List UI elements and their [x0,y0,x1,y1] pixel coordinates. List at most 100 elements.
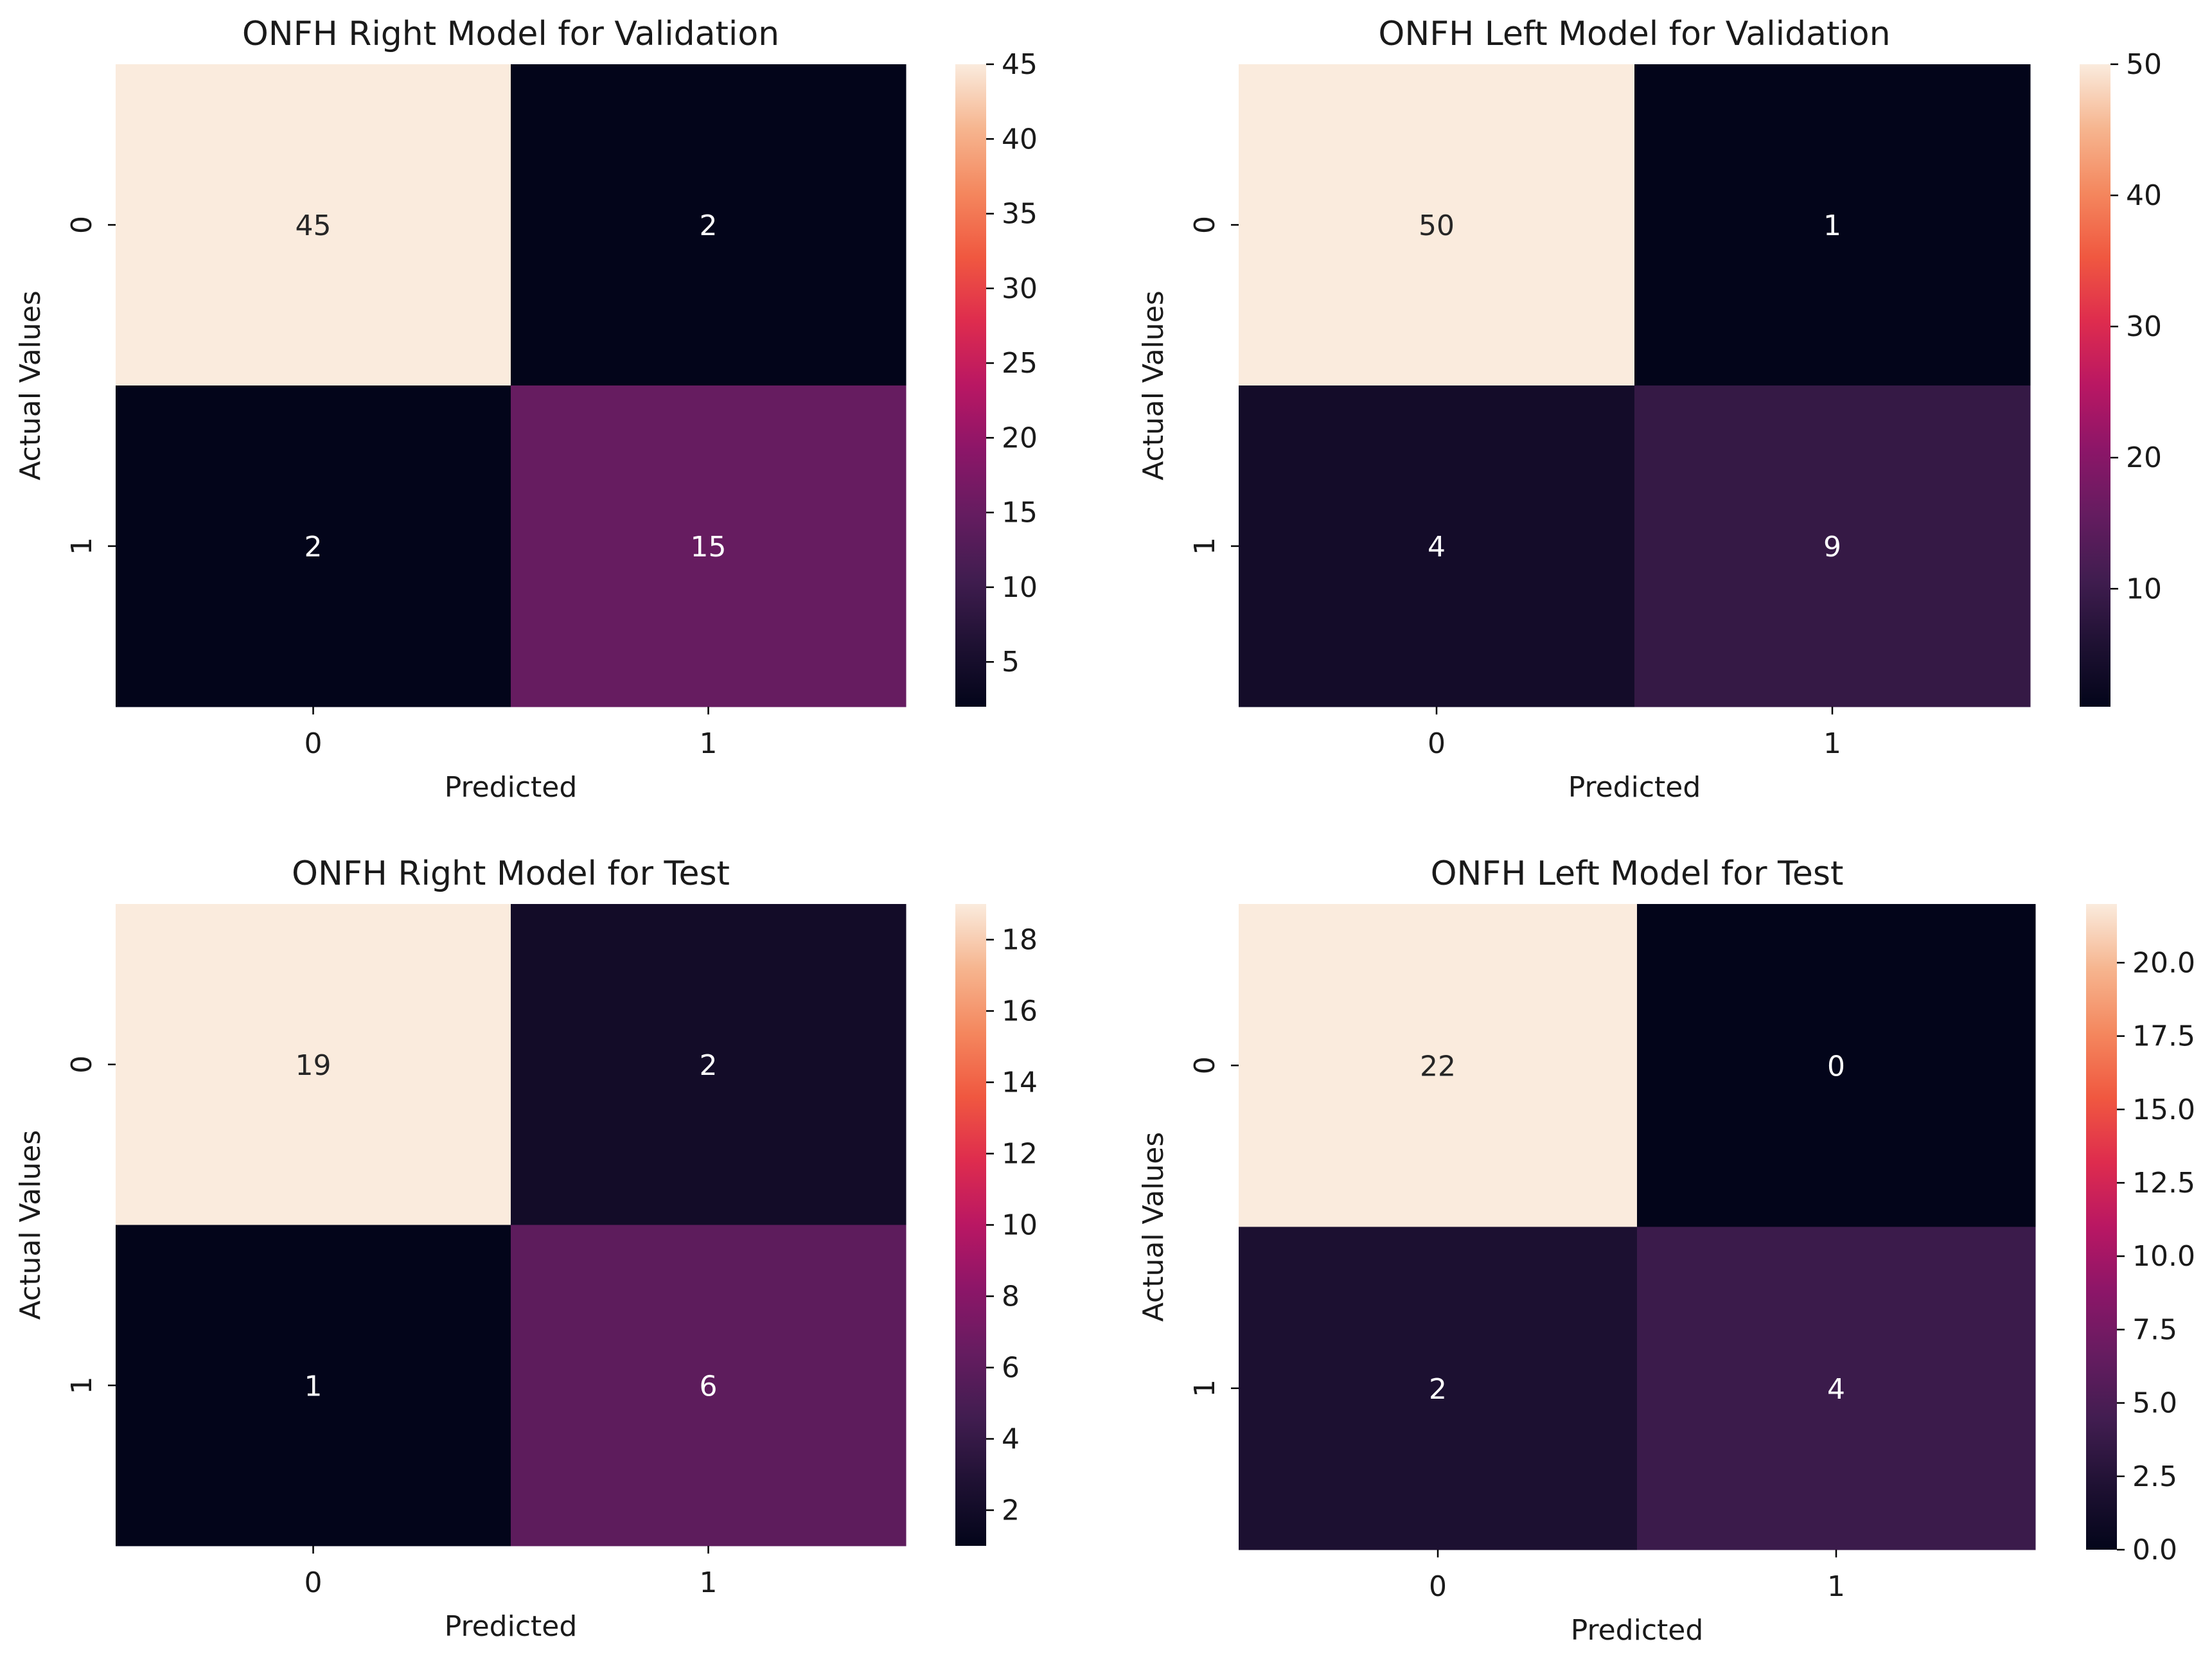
heatmap-cell-r1-c1 [511,385,907,707]
cell-value-r0-c0: 22 [1420,1050,1456,1083]
colorbar-tick-label: 30 [1002,272,1038,305]
colorbar-tick-label: 30 [2126,310,2162,343]
heatmap-cell-r0-c1 [1634,64,2031,386]
x-tick-label: 0 [1429,1570,1447,1603]
cell-value-r0-c1: 0 [1827,1050,1845,1083]
heatmap-cell-r1-c1 [511,1225,907,1546]
y-tick-label: 0 [66,1056,98,1074]
colorbar-tick-label: 5.0 [2132,1387,2177,1420]
chart-title: ONFH Right Model for Test [292,855,730,893]
heatmap-cell-r1-c1 [1637,1227,2036,1550]
x-tick-label: 0 [1428,727,1446,760]
cell-value-r0-c1: 1 [1823,209,1841,242]
heatmap-cell-r1-c1 [1634,385,2031,707]
colorbar-tick-label: 14 [1002,1067,1038,1099]
colorbar-tick-label: 12.5 [2132,1167,2195,1200]
heatmap-cell-r0-c1 [511,64,907,386]
heatmap-panel-2: ONFH Left Model for Validation 50 1 4 9 0 1 Pre… [1137,15,2162,804]
x-axis-label: Predicted [445,1610,578,1643]
colorbar-tick-label: 10 [2126,572,2162,605]
y-axis-label: Actual Values [14,290,47,481]
colorbar-tick-label: 8 [1002,1280,1020,1313]
cell-value-r0-c1: 2 [700,1049,718,1082]
colorbar-tick-label: 12 [1002,1138,1038,1171]
colorbar-tick-label: 10 [1002,1209,1038,1242]
cell-value-r1-c1: 9 [1823,531,1841,563]
y-axis-label: Actual Values [1137,290,1170,481]
y-tick-label: 1 [1189,537,1221,555]
colorbar-tick-label: 16 [1002,995,1038,1028]
heatmap-cell-r0-c1 [511,904,907,1225]
heatmap-cell-r1-c0 [116,1225,511,1546]
heatmap-cell-r1-c0 [1239,1227,1638,1550]
colorbar-tick-label: 2 [1002,1494,1020,1527]
heatmap-cell-r1-c0 [116,385,511,707]
heatmap-cell-r0-c0 [116,64,511,386]
x-tick-label: 0 [305,1566,323,1599]
chart-title: ONFH Left Model for Test [1431,855,1844,893]
colorbar-tick-label: 4 [1002,1423,1020,1456]
colorbar-tick-label: 45 [1002,48,1038,81]
cell-value-r1-c1: 15 [691,531,727,563]
cell-value-r1-c1: 4 [1827,1373,1845,1406]
chart-title: ONFH Right Model for Validation [242,15,779,53]
cell-value-r0-c0: 19 [296,1049,332,1082]
colorbar-tick-label: 20.0 [2132,946,2195,979]
heatmap-cell-r0-c1 [1637,904,2036,1227]
colorbar-tick-label: 25 [1002,347,1038,380]
y-axis-label: Actual Values [14,1130,47,1320]
colorbar-tick-label: 17.5 [2132,1020,2195,1053]
colorbar-tick-label: 40 [2126,179,2162,212]
colorbar-tick-label: 15.0 [2132,1094,2195,1126]
heatmap-cell-r1-c0 [1239,385,1635,707]
heatmap-cell-r0-c0 [1239,64,1635,386]
y-tick-label: 0 [1189,1056,1221,1074]
x-tick-label: 1 [700,727,718,760]
colorbar-tick-label: 6 [1002,1352,1020,1385]
cell-value-r1-c0: 1 [305,1370,323,1403]
colorbar [955,904,986,1546]
colorbar [955,64,986,707]
x-tick-label: 1 [700,1566,718,1599]
heatmap-cell-r0-c0 [116,904,511,1225]
y-tick-label: 0 [1189,216,1221,234]
colorbar-tick-label: 0.0 [2132,1534,2177,1566]
y-tick-label: 1 [66,1376,98,1394]
cell-value-r1-c0: 2 [305,531,323,563]
cell-value-r1-c0: 2 [1429,1373,1447,1406]
x-tick-label: 1 [1823,727,1841,760]
x-axis-label: Predicted [445,771,578,804]
heatmap-cell-r0-c0 [1239,904,1638,1227]
x-axis-label: Predicted [1571,1614,1704,1647]
cell-value-r0-c0: 45 [296,209,332,242]
colorbar [2080,64,2110,707]
colorbar-tick-label: 5 [1002,646,1020,678]
x-axis-label: Predicted [1568,771,1701,804]
y-axis-label: Actual Values [1137,1132,1170,1322]
cell-value-r0-c0: 50 [1419,209,1455,242]
colorbar-tick-label: 10 [1002,571,1038,604]
cell-value-r0-c1: 2 [700,209,718,242]
cell-value-r1-c0: 4 [1428,531,1446,563]
y-tick-label: 1 [1189,1379,1221,1397]
y-tick-label: 0 [66,216,98,234]
y-tick-label: 1 [66,537,98,555]
colorbar-tick-label: 40 [1002,123,1038,155]
x-tick-label: 1 [1827,1570,1845,1603]
x-tick-label: 0 [305,727,323,760]
colorbar-tick-label: 18 [1002,924,1038,957]
colorbar-tick-label: 35 [1002,198,1038,231]
colorbar-tick-label: 20 [2126,441,2162,474]
chart-title: ONFH Left Model for Validation [1378,15,1890,53]
colorbar-tick-label: 20 [1002,421,1038,454]
colorbar-tick-label: 7.5 [2132,1313,2177,1346]
colorbar [2086,904,2117,1550]
cell-value-r1-c1: 6 [700,1370,718,1403]
colorbar-tick-label: 15 [1002,497,1038,529]
colorbar-tick-label: 10.0 [2132,1240,2195,1273]
heatmap-panel-4: ONFH Left Model for Test 22 0 2 4 0 1 Predicted… [1137,855,2195,1647]
colorbar-tick-label: 50 [2126,48,2162,81]
